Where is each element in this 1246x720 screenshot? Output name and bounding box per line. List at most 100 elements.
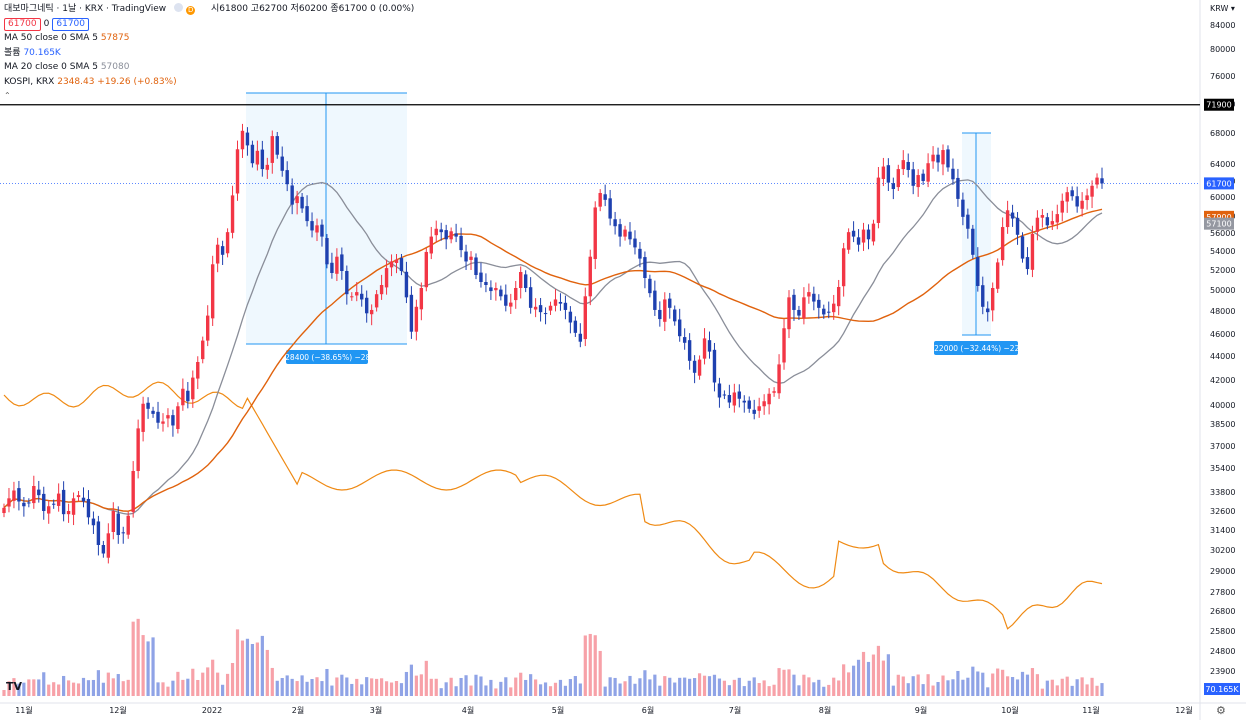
x-tick-label: 11월 [1082, 705, 1100, 715]
candle-body [320, 224, 324, 237]
candle-body [732, 392, 737, 406]
candle-body [2, 507, 6, 514]
candle-body [936, 154, 940, 163]
candle-body [886, 165, 891, 183]
volume-bar [399, 683, 404, 696]
candles [2, 123, 1104, 564]
candle-body [956, 177, 960, 199]
volume-bar [991, 673, 995, 696]
x-tick-label: 12월 [1175, 705, 1193, 715]
candle-body [514, 288, 518, 301]
volume-bar [861, 651, 866, 696]
candle-body [573, 320, 578, 333]
last-price-tag-bg [1204, 177, 1234, 190]
legend-ma20[interactable]: MA 20 close 0 SMA 5 57080 [4, 60, 414, 75]
volume-bar [151, 637, 155, 696]
volume-bar [1050, 679, 1054, 696]
candle-body [474, 257, 478, 275]
hline-price-tag [1204, 98, 1234, 111]
volume-bar [628, 675, 632, 696]
volume-bar [494, 688, 498, 696]
candle-body [613, 219, 617, 227]
x-tick-label: 2022 [202, 706, 222, 715]
candle-body [777, 364, 781, 394]
candle-body [692, 360, 697, 373]
candle-body [449, 231, 453, 240]
volume-bar [981, 672, 985, 696]
volume-bar [722, 680, 727, 696]
candle-body [404, 271, 409, 298]
candle-body [901, 160, 905, 170]
candle-body [369, 309, 374, 315]
candle-body [941, 150, 945, 165]
candle-body [697, 359, 702, 376]
candle-body [56, 493, 61, 506]
volume-bar [966, 677, 970, 696]
sell-button[interactable]: 61700 [4, 17, 41, 31]
volume-bar [971, 666, 975, 696]
candle-body [1005, 210, 1010, 228]
candle-body [459, 235, 463, 251]
candle-body [717, 383, 722, 398]
volume-bar [732, 679, 736, 696]
candle-body [553, 299, 558, 306]
settings-gear-icon[interactable]: ⚙ [1216, 704, 1226, 717]
x-tick-label: 8월 [819, 705, 831, 715]
measure-label-bg [934, 341, 1018, 355]
kospi-value: 2348.43 +19.26 (+0.83%) [57, 76, 177, 87]
volume-bar [191, 668, 195, 696]
volume-bar [717, 678, 722, 696]
candle-body [141, 403, 145, 432]
candle-body [981, 285, 985, 307]
symbol-title[interactable]: 대보마그네틱 · 1날 · KRX · TradingView [4, 4, 167, 14]
volume-bar [62, 675, 66, 696]
candle-body [762, 401, 766, 407]
volume-bar [558, 679, 563, 696]
candle-body [1070, 190, 1074, 197]
candle-body [742, 400, 746, 403]
candle-body [71, 498, 76, 515]
candle-body [722, 394, 727, 396]
candle-body [702, 338, 707, 359]
legend-kospi[interactable]: KOSPI, KRX 2348.43 +19.26 (+0.83%) [4, 75, 414, 90]
volume-bar [57, 684, 61, 696]
ma50-value: 57875 [100, 33, 130, 43]
candle-body [91, 518, 96, 526]
candle-body [1075, 196, 1079, 207]
volume-bar [340, 674, 344, 696]
volume-bar [52, 682, 56, 696]
volume-bar [47, 684, 51, 696]
volume-bar [12, 678, 16, 696]
y-tick-label: 23900 [1210, 667, 1235, 676]
candle-body [668, 298, 672, 308]
candle-body [822, 308, 826, 315]
candle-body [1050, 221, 1055, 225]
legend-volume[interactable]: 볼륨 70.165K [4, 46, 414, 61]
candle-body [364, 297, 369, 314]
legend-ma50[interactable]: MA 50 close 0 SMA 5 57875 [4, 31, 414, 46]
volume-bar [956, 670, 960, 696]
candle-body [792, 294, 796, 310]
volume-bar [355, 678, 359, 696]
volume-bar [206, 667, 210, 696]
volume-bar [136, 618, 140, 696]
volume-bar [101, 682, 105, 696]
candle-body [856, 237, 861, 245]
volume-bar [1075, 679, 1079, 696]
candle-body [682, 337, 687, 343]
candle-body [61, 489, 66, 515]
volume-bar [255, 642, 259, 696]
volume-tag: 70.165K [1205, 685, 1239, 694]
candle-body [201, 340, 205, 360]
volume-bar [688, 678, 692, 696]
measure-label-2: −22000 (−32.44%) −220 [928, 344, 1024, 353]
candle-body [245, 132, 250, 146]
buy-button[interactable]: 61700 [52, 17, 90, 31]
candle-body [687, 340, 692, 361]
volume-bar [866, 661, 871, 696]
volume-bar [1060, 678, 1064, 696]
ma20-line [3, 179, 1103, 515]
tradingview-logo[interactable]: TV [6, 680, 23, 693]
collapse-legend-icon[interactable]: ⌃ [4, 91, 11, 100]
